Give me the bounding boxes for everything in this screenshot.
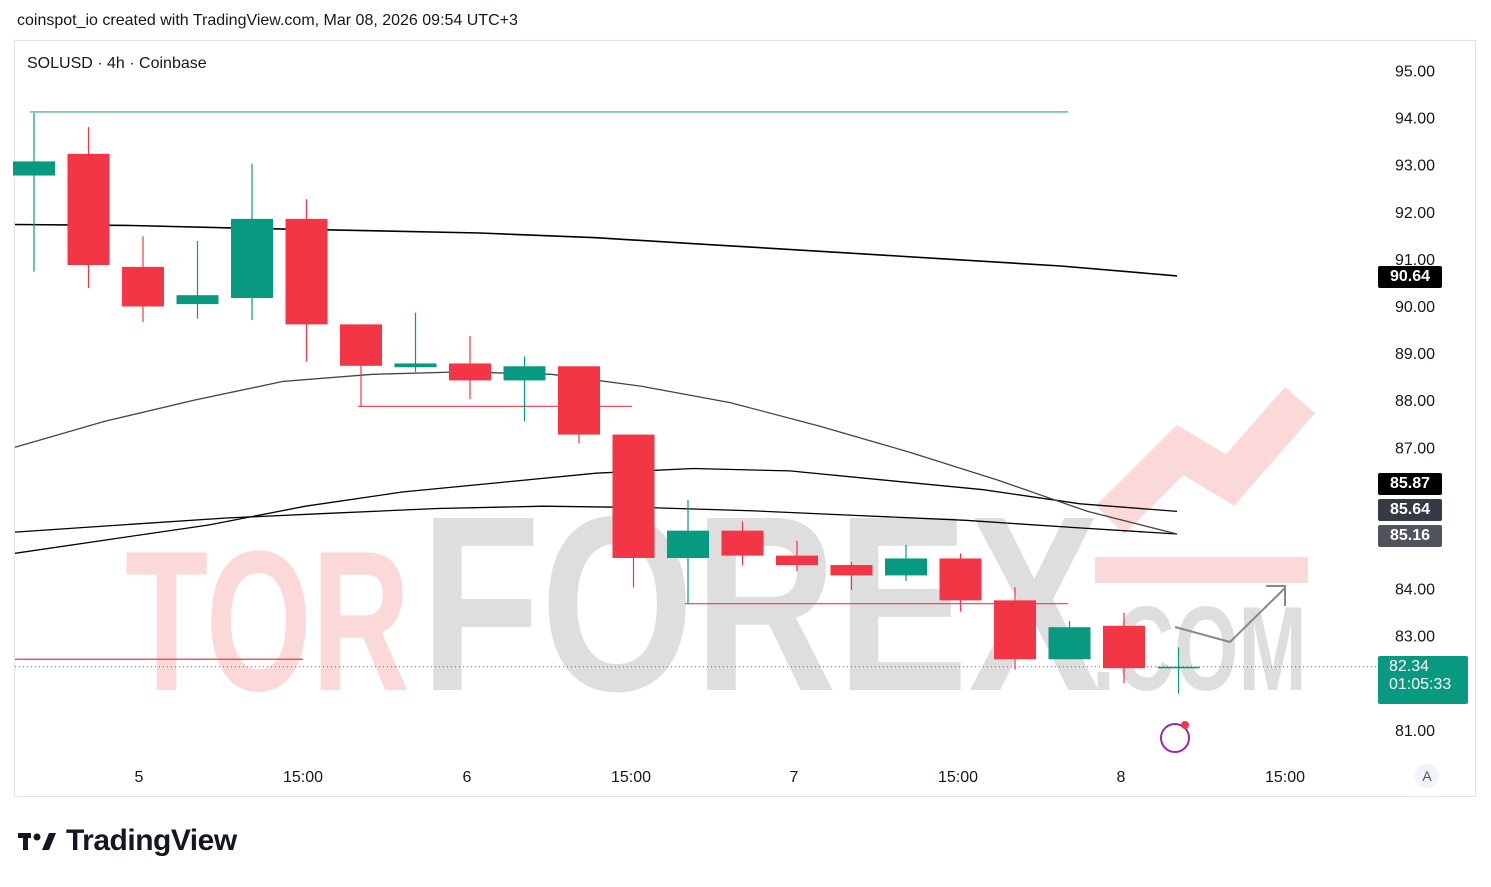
y-tick-label: 94.00 bbox=[1395, 111, 1435, 128]
candle-body-7[interactable] bbox=[394, 363, 437, 368]
candle-body-12[interactable] bbox=[667, 530, 709, 558]
candle-body-4[interactable] bbox=[231, 218, 273, 298]
candle-body-17[interactable] bbox=[939, 558, 982, 601]
assistant-icon[interactable] bbox=[1160, 723, 1190, 753]
y-tick-label: 81.00 bbox=[1395, 723, 1435, 740]
candle-body-18[interactable] bbox=[994, 600, 1036, 660]
current-price-tag: 82.34 01:05:33 bbox=[1378, 656, 1468, 704]
bar-countdown: 01:05:33 bbox=[1389, 676, 1452, 693]
ma-a-price-tag: 85.64 bbox=[1378, 499, 1442, 521]
x-tick-label: 15:00 bbox=[611, 769, 651, 786]
x-tick-label: 5 bbox=[135, 769, 144, 786]
chart-frame[interactable] bbox=[14, 40, 1476, 797]
candle-body-10[interactable] bbox=[558, 366, 600, 435]
candle-body-6[interactable] bbox=[340, 324, 382, 366]
candle-body-11[interactable] bbox=[612, 434, 655, 558]
ma-long-price-tag: 90.64 bbox=[1378, 266, 1442, 288]
candle-body-14[interactable] bbox=[776, 555, 818, 566]
moving-average-1[interactable] bbox=[14, 505, 1178, 535]
candle-body-13[interactable] bbox=[721, 530, 764, 556]
y-tick-label: 88.00 bbox=[1395, 393, 1435, 410]
x-tick-label: 8 bbox=[1117, 769, 1126, 786]
assistant-notification-dot bbox=[1181, 721, 1189, 729]
watermark-bar bbox=[1095, 557, 1308, 583]
y-tick-label: 93.00 bbox=[1395, 158, 1435, 175]
candle-body-1[interactable] bbox=[67, 153, 110, 266]
candle-body-21[interactable] bbox=[1157, 666, 1200, 669]
current-price: 82.34 bbox=[1389, 658, 1430, 675]
candle-body-15[interactable] bbox=[830, 565, 873, 576]
y-tick-label: 84.00 bbox=[1395, 582, 1435, 599]
watermark-arrow bbox=[1095, 386, 1316, 535]
y-tick-label: 92.00 bbox=[1395, 205, 1435, 222]
attribution-header: coinspot_io created with TradingView.com… bbox=[17, 12, 518, 29]
chart-extras bbox=[1160, 585, 1286, 753]
tradingview-brand: TradingView bbox=[66, 824, 237, 857]
moving-average-2[interactable] bbox=[14, 467, 1178, 554]
moving-average-0[interactable] bbox=[14, 223, 1178, 277]
candle-body-16[interactable] bbox=[885, 558, 927, 576]
price-axis[interactable]: 95.00 94.00 93.00 92.00 91.00 90.00 89.00 88.00… bbox=[1395, 64, 1435, 740]
x-tick-label: 6 bbox=[463, 769, 472, 786]
projection-arrowhead bbox=[1266, 585, 1286, 606]
ma-b-price-tag: 85.16 bbox=[1378, 525, 1442, 547]
auto-scale-button[interactable]: A bbox=[1415, 764, 1439, 788]
x-tick-label: 7 bbox=[790, 769, 799, 786]
forex-watermark: TOR FOREX.COM bbox=[125, 386, 1316, 743]
y-tick-label: 89.00 bbox=[1395, 346, 1435, 363]
time-axis[interactable]: 5 15:00 6 15:00 7 15:00 8 15:00 bbox=[135, 769, 1306, 786]
y-tick-label: 87.00 bbox=[1395, 440, 1435, 457]
candle-body-5[interactable] bbox=[285, 218, 328, 325]
candles[interactable] bbox=[13, 112, 1200, 694]
symbol-info[interactable]: SOLUSD · 4h · Coinbase bbox=[27, 55, 207, 72]
y-tick-label: 95.00 bbox=[1395, 64, 1435, 81]
tradingview-logo[interactable]: TradingView bbox=[18, 824, 237, 858]
candle-body-2[interactable] bbox=[122, 266, 164, 307]
tradingview-logo-icon bbox=[18, 833, 56, 850]
candle-body-19[interactable] bbox=[1048, 627, 1091, 660]
candle-body-9[interactable] bbox=[503, 366, 546, 381]
y-tick-label: 83.00 bbox=[1395, 629, 1435, 646]
candle-body-0[interactable] bbox=[13, 161, 55, 176]
x-tick-label: 15:00 bbox=[1265, 769, 1305, 786]
y-tick-label: 91.00 bbox=[1395, 252, 1435, 269]
candle-body-20[interactable] bbox=[1103, 625, 1145, 669]
x-tick-label: 15:00 bbox=[283, 769, 323, 786]
candle-body-8[interactable] bbox=[449, 363, 491, 381]
projection-arrow bbox=[1174, 587, 1286, 644]
watermark-tor: TOR bbox=[125, 510, 410, 733]
y-tick-label: 90.00 bbox=[1395, 299, 1435, 316]
candle-body-3[interactable] bbox=[176, 295, 219, 305]
x-tick-label: 15:00 bbox=[938, 769, 978, 786]
ma-mid-price-tag: 85.87 bbox=[1378, 473, 1442, 495]
